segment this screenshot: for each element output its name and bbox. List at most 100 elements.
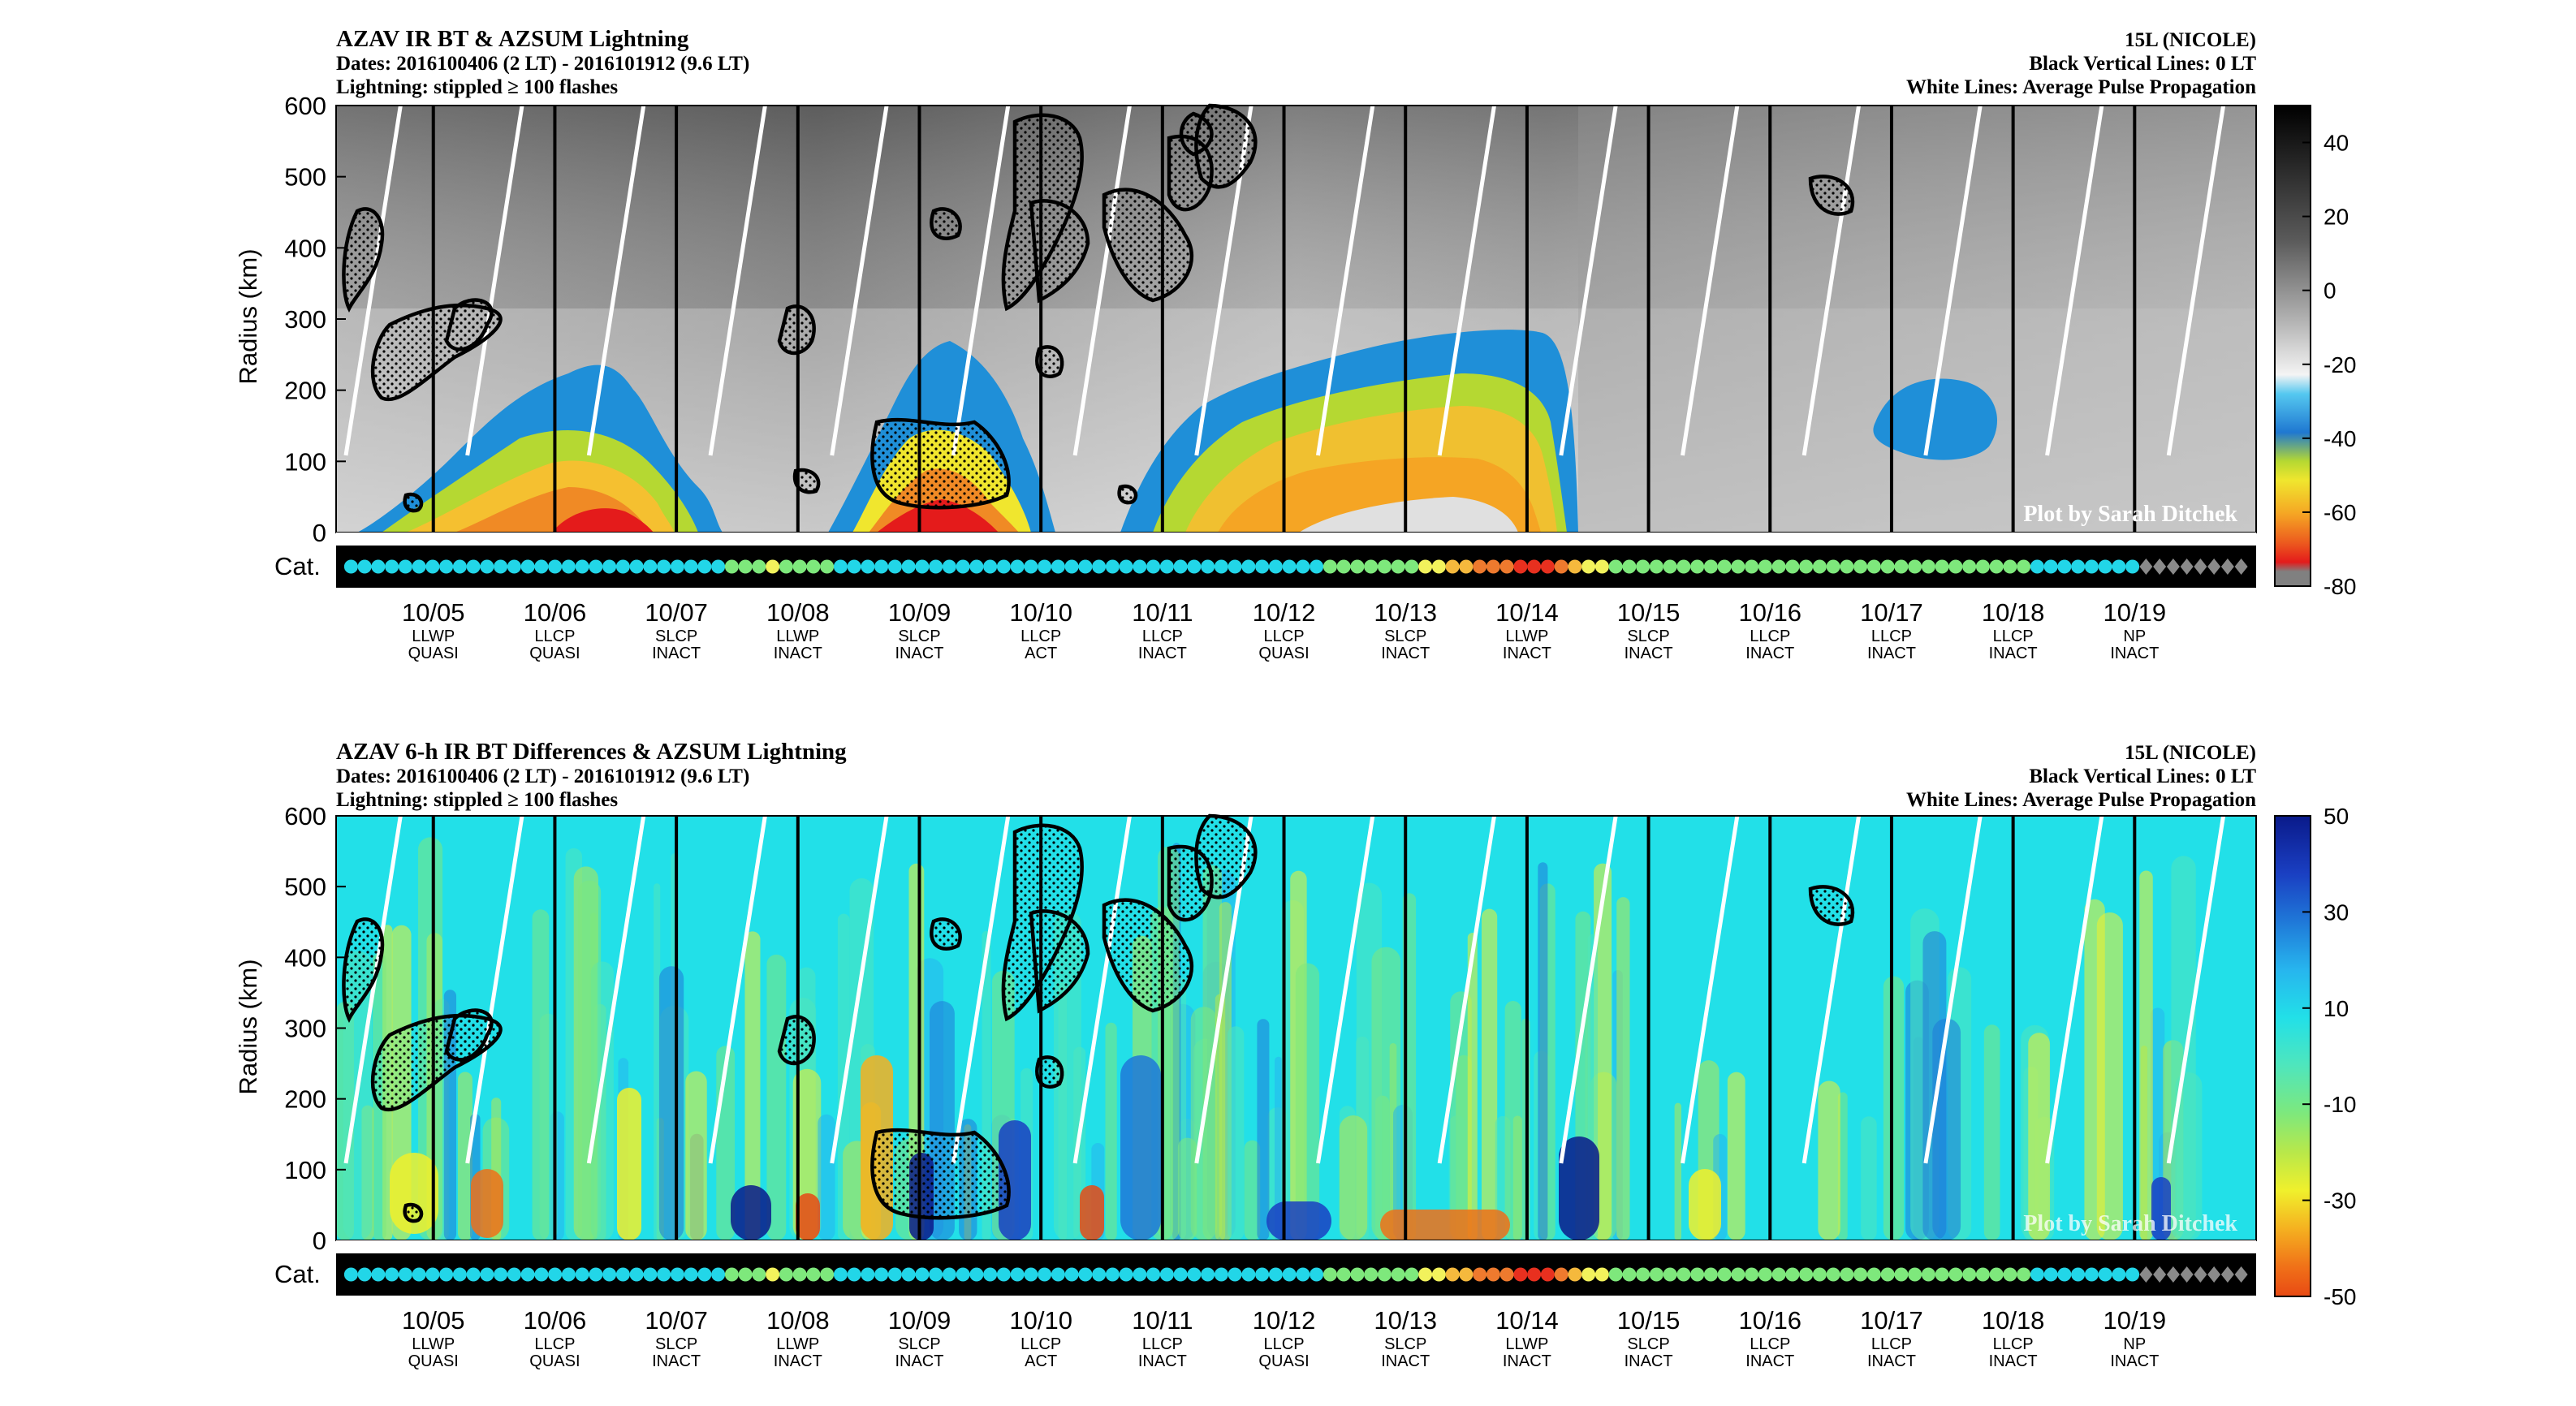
y-tick-label: 400 (284, 943, 326, 972)
activity-label: INACT (895, 1352, 943, 1370)
panel-bt-differences: AZAV 6-h IR BT Differences & AZSUM Light… (234, 739, 2356, 1370)
category-marker (1268, 1267, 1283, 1282)
difference-streak (818, 1114, 835, 1240)
difference-anomaly (1689, 1169, 1721, 1240)
category-marker (1228, 559, 1242, 574)
category-marker (1038, 1267, 1052, 1282)
difference-streak (1727, 1072, 1745, 1240)
category-marker (2139, 1266, 2153, 1283)
category-marker (1377, 1267, 1392, 1282)
difference-streak (1339, 1115, 1368, 1240)
category-marker (752, 1267, 766, 1282)
panel1-author-watermark: Plot by Sarah Ditchek (2023, 502, 2237, 527)
category-marker (602, 1267, 617, 1282)
activity-label: ACT (1025, 645, 1057, 662)
activity-label: INACT (1381, 1352, 1430, 1370)
category-marker (2207, 1266, 2221, 1283)
x-tick-label: 10/15 (1617, 598, 1681, 627)
category-marker (724, 1267, 739, 1282)
category-marker (2003, 559, 2017, 574)
panel2-y-axis-label: Radius (km) (234, 959, 262, 1094)
propagation-line (1923, 815, 1983, 1164)
category-marker (956, 559, 970, 574)
propagation-line (1801, 105, 1862, 456)
category-marker (2057, 1267, 2072, 1282)
category-marker (494, 559, 508, 574)
propagation-line (343, 105, 403, 456)
difference-streak (1177, 1137, 1197, 1240)
x-tick-label: 10/19 (2104, 1306, 2167, 1335)
category-marker (520, 559, 535, 574)
stage-label: SLCP (1627, 628, 1669, 645)
stage-label: LLCP (1020, 1335, 1061, 1353)
category-marker (1785, 1267, 1800, 1282)
category-marker (1159, 559, 1174, 574)
category-marker (1962, 1267, 1977, 1282)
category-marker (1418, 559, 1433, 574)
category-marker (452, 1267, 467, 1282)
category-marker (942, 1267, 956, 1282)
category-marker (1935, 1267, 1949, 1282)
category-marker (874, 559, 889, 574)
category-marker (887, 559, 902, 574)
category-marker (1310, 559, 1324, 574)
category-marker (1948, 1267, 1963, 1282)
difference-streak (1983, 1024, 2000, 1240)
propagation-line (830, 815, 889, 1164)
category-marker (1486, 1267, 1500, 1282)
stage-label: NP (2123, 628, 2146, 645)
propagation-line (1072, 105, 1132, 456)
propagation-line (1315, 105, 1375, 456)
category-marker (1975, 559, 1990, 574)
category-marker (2234, 559, 2248, 575)
category-marker (1636, 1267, 1650, 1282)
activity-label: INACT (1625, 1352, 1673, 1370)
colorbar-tick-label: 50 (2324, 804, 2349, 829)
category-marker (861, 1267, 875, 1282)
category-marker (1894, 559, 1909, 574)
category-marker (1038, 559, 1052, 574)
category-marker (1703, 559, 1718, 574)
category-marker (1717, 559, 1732, 574)
category-marker (1826, 1267, 1840, 1282)
category-marker (561, 559, 576, 574)
category-marker (1608, 1267, 1623, 1282)
x-tick-label: 10/18 (1982, 1306, 2045, 1335)
category-marker (1745, 559, 1759, 574)
category-marker (657, 559, 671, 574)
category-marker (1051, 1267, 1065, 1282)
category-marker (915, 1267, 930, 1282)
activity-label: INACT (1381, 645, 1430, 662)
category-marker (1840, 1267, 1854, 1282)
difference-anomaly (1080, 1185, 1104, 1240)
category-marker (806, 559, 821, 574)
difference-anomaly (471, 1169, 503, 1238)
panel2-category-label: Cat. (274, 1260, 321, 1288)
category-marker (1323, 1267, 1337, 1282)
stage-label: LLWP (412, 1335, 455, 1353)
category-marker (480, 559, 494, 574)
category-marker (1445, 1267, 1460, 1282)
propagation-line (1437, 105, 1496, 456)
propagation-line (830, 105, 889, 456)
category-marker (969, 559, 984, 574)
category-marker (452, 559, 467, 574)
difference-streak (1274, 1056, 1283, 1240)
category-marker (766, 559, 780, 574)
difference-streak (532, 909, 550, 1240)
category-marker (861, 559, 875, 574)
category-marker (996, 1267, 1011, 1282)
stage-label: SLCP (898, 1335, 940, 1353)
category-marker (2084, 559, 2099, 574)
y-tick-label: 500 (284, 163, 326, 192)
category-marker (1282, 1267, 1297, 1282)
difference-streak (1295, 963, 1320, 1240)
panel1-colorbar (2274, 105, 2311, 587)
propagation-line (1681, 815, 1740, 1164)
panel1-storm-name: 15L (NICOLE) (2125, 29, 2256, 51)
difference-streak (1481, 908, 1498, 1240)
category-marker (1418, 1267, 1433, 1282)
category-marker (1241, 559, 1256, 574)
difference-streak (1538, 862, 1548, 1240)
panel2-colorbar (2274, 815, 2311, 1297)
